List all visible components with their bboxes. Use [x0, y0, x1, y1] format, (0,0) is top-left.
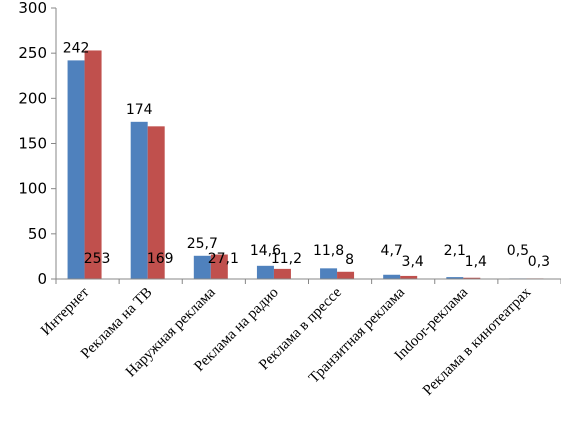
- data-label-series-1: 25,7: [187, 236, 218, 252]
- data-labels: 242 253 174 169 25,727,1 14,611,2 11,88 4,73,4 2…: [63, 40, 550, 270]
- data-label-series-1: 14,6: [250, 243, 281, 259]
- data-label-series-2: 1,4: [465, 254, 487, 270]
- data-label-series-2: 0,3: [528, 254, 550, 270]
- y-tick-label: 50: [28, 225, 47, 243]
- bar-series-2-1: [84, 50, 102, 279]
- bar-series-1-4: [256, 265, 274, 279]
- bar-series-2-7: [463, 277, 481, 279]
- bar-series-2-6: [400, 275, 418, 279]
- data-label-series-2: 169: [147, 251, 174, 267]
- data-label-series-1: 242: [63, 40, 90, 56]
- y-tick-label: 300: [18, 0, 47, 17]
- bar-series-1-6: [383, 274, 401, 279]
- y-tick-label: 100: [18, 180, 47, 198]
- data-label-series-2: 3,4: [402, 254, 424, 270]
- data-label-series-1: 11,8: [313, 243, 344, 259]
- x-category-label: Реклама в кинотеатрах: [420, 284, 535, 399]
- data-label-series-1: 174: [126, 102, 153, 118]
- bar-series-2-5: [337, 271, 355, 279]
- bar-series-2-3: [210, 254, 228, 279]
- bar-series-1-1: [67, 60, 85, 279]
- y-tick-label: 150: [18, 135, 47, 153]
- data-label-series-2: 253: [84, 251, 111, 267]
- data-label-series-2: 27,1: [208, 251, 239, 267]
- y-axis: 0 50 100 150 200 250 300: [18, 0, 57, 288]
- bars: [67, 50, 544, 279]
- bar-series-1-3: [193, 255, 211, 279]
- data-label-series-2: 8: [345, 252, 354, 268]
- bar-series-2-2: [147, 126, 165, 279]
- y-tick-label: 250: [18, 44, 47, 62]
- data-label-series-1: 2,1: [444, 243, 466, 259]
- bar-series-1-7: [446, 277, 464, 279]
- bar-series-1-5: [320, 268, 338, 279]
- x-category-label: Интернет: [38, 284, 93, 339]
- data-label-series-1: 0,5: [507, 243, 529, 259]
- bar-series-1-2: [130, 121, 148, 279]
- y-tick-label: 0: [37, 270, 47, 288]
- bar-series-2-4: [273, 268, 291, 279]
- data-label-series-1: 4,7: [381, 243, 403, 259]
- data-label-series-2: 11,2: [271, 251, 302, 267]
- y-tick-label: 200: [18, 89, 47, 107]
